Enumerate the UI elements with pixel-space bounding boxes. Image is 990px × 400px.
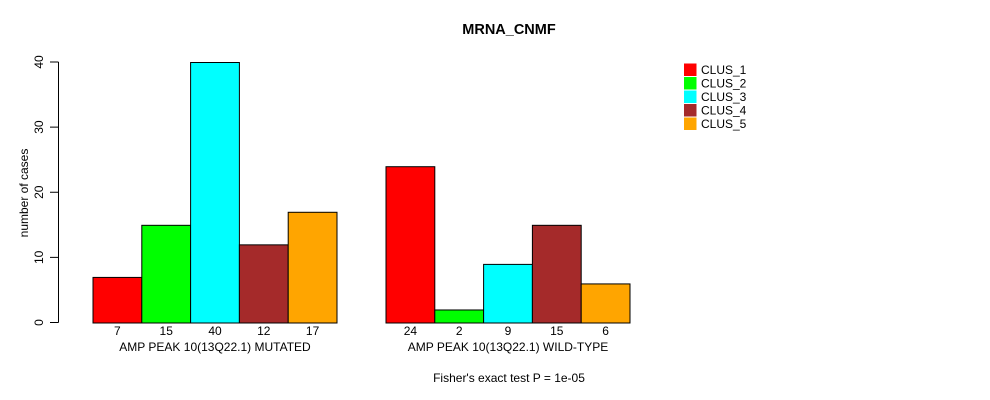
legend-label: CLUS_2 (701, 77, 747, 91)
y-axis-tick-label: 30 (32, 120, 46, 134)
bar-clus_4 (238, 244, 289, 324)
bar-value-label: 9 (505, 324, 512, 338)
legend-swatch-clus_1 (684, 63, 697, 76)
bar-clus_1 (385, 166, 436, 324)
legend-swatch-clus_5 (684, 117, 697, 130)
y-axis: 0 10 20 30 40 (32, 55, 59, 326)
bar-clus_1 (92, 276, 143, 324)
bar-value-label: 15 (160, 324, 174, 338)
bar-clus_5 (580, 283, 631, 324)
bar-value-label: 7 (114, 324, 121, 338)
bar-value-label: 17 (306, 324, 320, 338)
legend-label: CLUS_3 (701, 90, 747, 104)
legend-swatch-clus_2 (684, 77, 697, 90)
bars-layer (92, 62, 631, 324)
bar-value-label: 15 (550, 324, 564, 338)
y-axis-tick-label: 20 (32, 185, 46, 199)
bar-clus_5 (287, 211, 338, 324)
legend-label: CLUS_1 (701, 63, 747, 77)
group-label-wildtype: AMP PEAK 10(13Q22.1) WILD-TYPE (408, 340, 609, 354)
y-axis-tick-label: 40 (32, 55, 46, 69)
bar-clus_2 (141, 224, 192, 324)
bar-value-label: 24 (404, 324, 418, 338)
fisher-test-note: Fisher's exact test P = 1e-05 (433, 371, 585, 385)
bar-clus_3 (190, 62, 240, 324)
legend-label: CLUS_5 (701, 117, 747, 131)
legend-label: CLUS_4 (701, 104, 747, 118)
legend-swatch-clus_4 (684, 104, 697, 117)
bar-clus_3 (483, 263, 533, 324)
bar-clus_2 (434, 309, 485, 324)
bar-value-labels-layer: 7 15 40 12 17 24 2 9 15 6 (114, 324, 609, 338)
y-axis-tick-label: 10 (32, 250, 46, 264)
y-axis-title: number of cases (17, 149, 31, 238)
bar-clus_4 (531, 224, 582, 324)
bar-value-label: 40 (208, 324, 222, 338)
legend-swatch-clus_3 (684, 90, 697, 103)
bar-value-label: 2 (456, 324, 463, 338)
chart-title: MRNA_CNMF (462, 22, 556, 38)
bar-value-label: 12 (257, 324, 271, 338)
y-axis-tick-label: 0 (32, 319, 46, 326)
bar-value-label: 6 (602, 324, 609, 338)
group-label-mutated: AMP PEAK 10(13Q22.1) MUTATED (119, 340, 311, 354)
